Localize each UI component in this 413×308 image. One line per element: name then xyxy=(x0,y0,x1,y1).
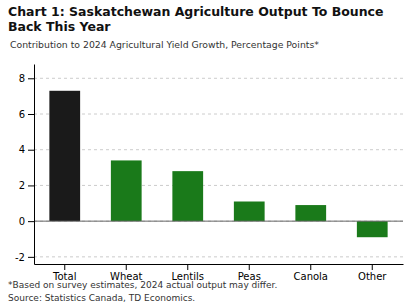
x-tick-mark xyxy=(126,264,127,270)
bar xyxy=(49,91,80,221)
x-axis: Total Wheat Lentils Peas Canola Other xyxy=(35,264,404,282)
y-tick-label: -2 xyxy=(15,252,25,263)
y-tick-mark xyxy=(28,185,34,186)
x-tick-label: Other xyxy=(358,271,387,282)
grid-line xyxy=(34,185,403,186)
subtitle: Contribution to 2024 Agricultural Yield … xyxy=(10,39,319,50)
grid-line xyxy=(34,114,403,115)
bar xyxy=(111,160,142,221)
y-tick-label: 6 xyxy=(19,109,25,120)
y-tick-mark xyxy=(28,257,34,258)
bar xyxy=(357,221,388,237)
bar xyxy=(295,205,326,221)
grid-line xyxy=(34,78,403,79)
x-tick-label: Total xyxy=(52,271,76,282)
x-tick-label: Lentils xyxy=(171,271,204,282)
grid-line xyxy=(34,221,403,222)
x-axis-line xyxy=(35,264,404,265)
y-axis-line xyxy=(34,65,35,265)
x-tick-mark xyxy=(187,264,188,270)
x-tick-mark xyxy=(249,264,250,270)
y-tick: 8 xyxy=(19,73,34,84)
zero-line xyxy=(34,221,403,222)
y-tick: 0 xyxy=(19,216,34,227)
x-tick: Wheat xyxy=(110,264,143,282)
x-tick-mark xyxy=(64,264,65,270)
x-tick: Other xyxy=(358,264,387,282)
y-tick-mark xyxy=(28,114,34,115)
x-tick-label: Peas xyxy=(238,271,261,282)
y-tick: -2 xyxy=(15,252,34,263)
title: Back This Year xyxy=(8,19,111,34)
bar xyxy=(234,202,265,222)
x-tick: Peas xyxy=(238,264,261,282)
grid xyxy=(34,78,403,257)
y-tick-label: 8 xyxy=(19,73,25,84)
y-tick-label: 2 xyxy=(19,180,25,191)
bar xyxy=(172,171,203,221)
y-tick-label: 4 xyxy=(19,144,25,155)
y-tick-mark xyxy=(28,221,34,222)
grid-line xyxy=(34,149,403,150)
chart: Chart 1: Saskatchewan Agriculture Output… xyxy=(0,0,413,308)
y-tick-mark xyxy=(28,150,34,151)
x-tick-label: Canola xyxy=(294,271,328,282)
x-tick-mark xyxy=(372,264,373,270)
y-tick: 2 xyxy=(19,180,34,191)
x-tick: Total xyxy=(52,264,76,282)
x-tick-label: Wheat xyxy=(110,271,143,282)
title: Chart 1: Saskatchewan Agriculture Output… xyxy=(8,4,383,19)
footnote: Source: Statistics Canada, TD Economics. xyxy=(8,293,195,303)
grid-line xyxy=(34,256,403,257)
y-tick: 4 xyxy=(19,144,34,155)
bars xyxy=(49,91,387,237)
x-tick-mark xyxy=(310,264,311,270)
x-tick: Canola xyxy=(294,264,328,282)
y-tick-label: 0 xyxy=(19,216,25,227)
y-axis: -2 0 2 4 6 8 xyxy=(15,65,34,265)
y-tick-mark xyxy=(28,78,34,79)
y-tick: 6 xyxy=(19,109,34,120)
x-tick: Lentils xyxy=(171,264,204,282)
